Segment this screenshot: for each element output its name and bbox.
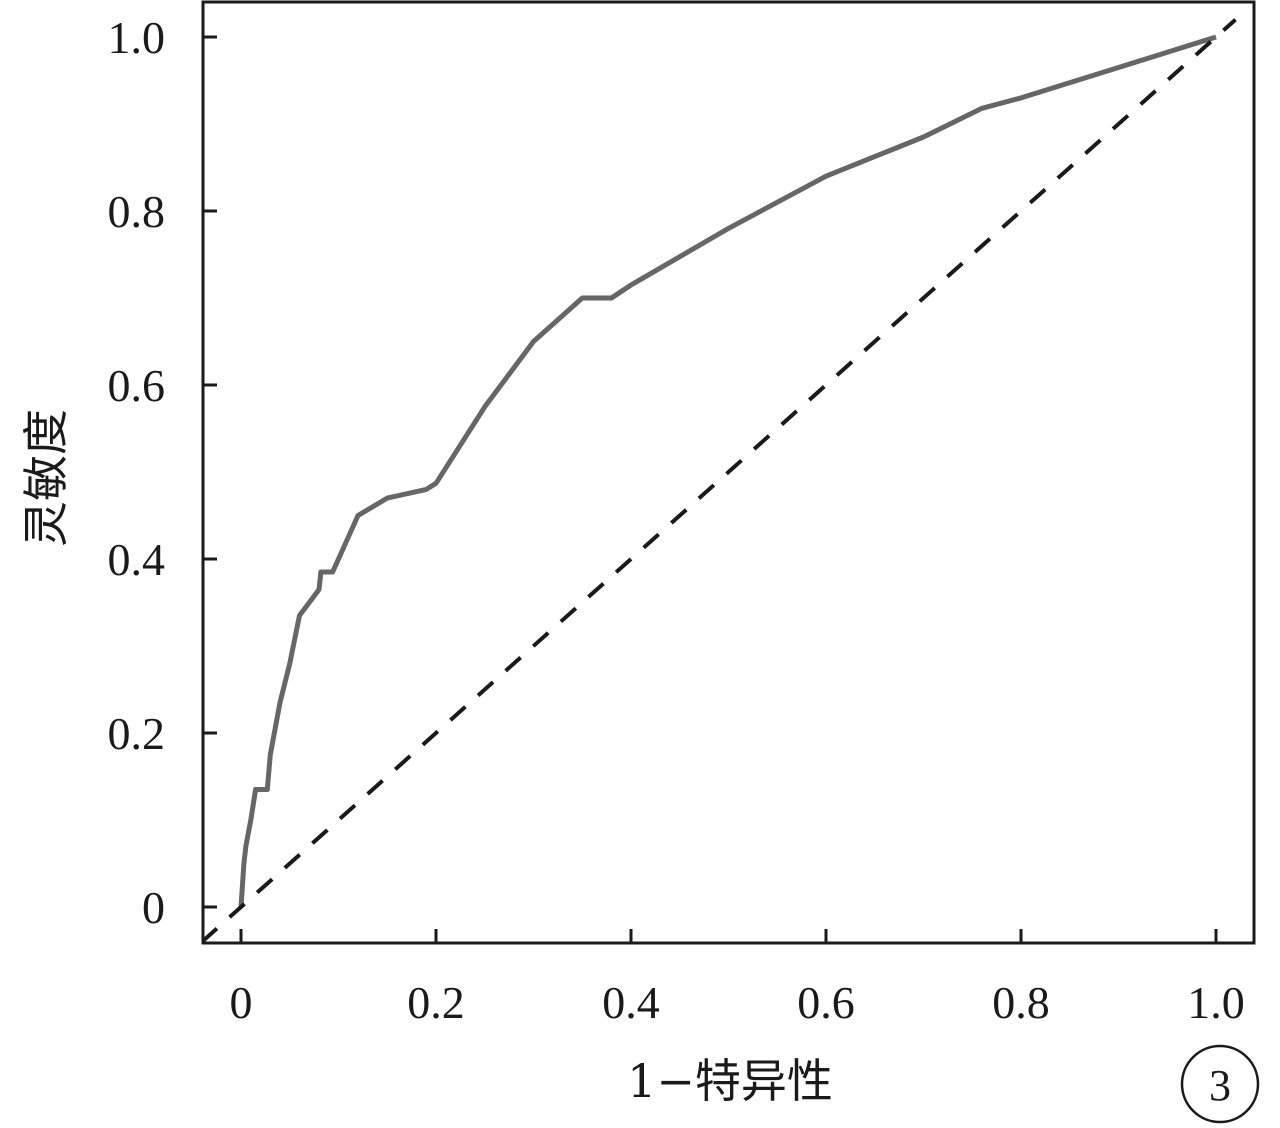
plot-lines	[203, 18, 1237, 943]
x-axis-title: 1−特异性	[627, 1054, 833, 1108]
plot-area-frame	[201, 0, 1256, 945]
y-tick-label: 1.0	[108, 12, 166, 63]
y-tick-label: 0.2	[108, 708, 166, 759]
x-tick-label: 0.6	[797, 977, 855, 1028]
roc-curve-line	[238, 34, 1217, 908]
panel-label-circle	[1180, 1044, 1260, 1124]
y-axis-tick-labels: 0 0.2 0.4 0.6 0.8 1.0	[108, 12, 166, 933]
y-tick-label: 0.8	[108, 186, 166, 237]
y-tick-label: 0.4	[108, 534, 166, 585]
y-axis-title: 灵敏度	[19, 409, 73, 547]
x-axis-ticks	[239, 929, 1218, 943]
y-tick-label: 0	[142, 882, 165, 933]
x-tick-label: 0.2	[407, 977, 465, 1028]
reference-diagonal-line	[203, 18, 1237, 943]
y-axis-ticks	[203, 35, 217, 909]
x-tick-label: 0.4	[602, 977, 660, 1028]
x-tick-label: 0	[230, 977, 253, 1028]
y-tick-label: 0.6	[108, 360, 166, 411]
x-axis-tick-labels: 0 0.2 0.4 0.6 0.8 1.0	[230, 977, 1245, 1028]
x-tick-label: 0.8	[992, 977, 1050, 1028]
panel-label: 3	[1209, 1061, 1231, 1110]
x-tick-label: 1.0	[1187, 977, 1245, 1028]
